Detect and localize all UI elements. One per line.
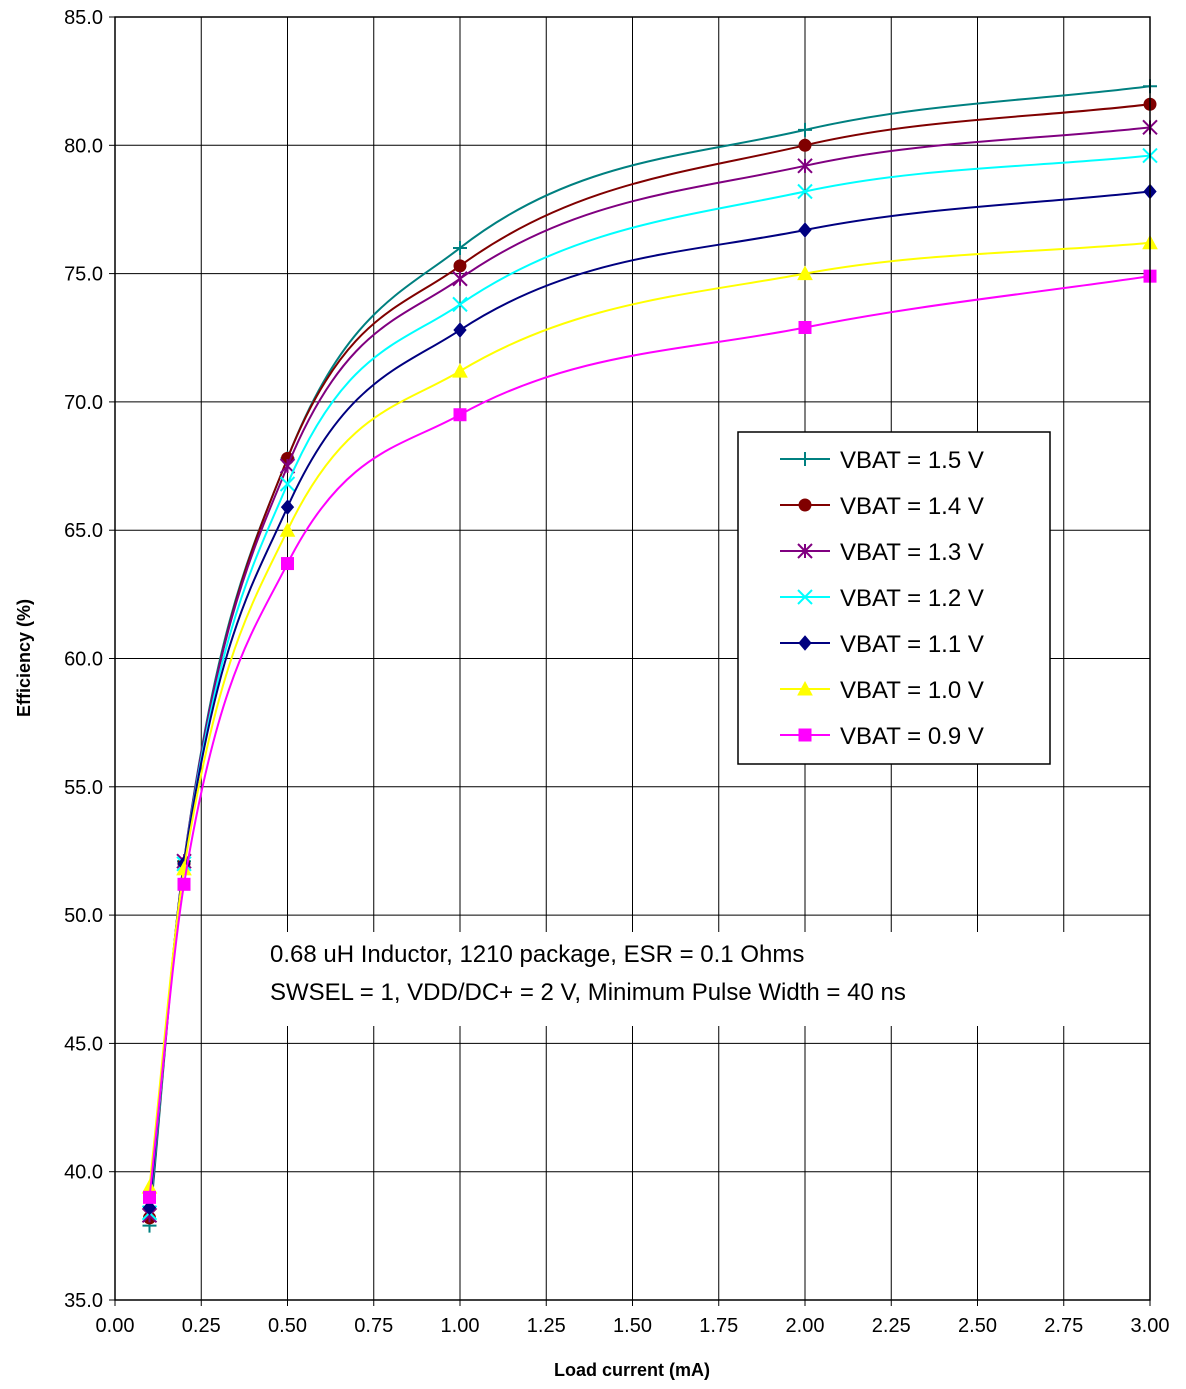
legend-swatch-marker [798,728,812,742]
data-point [797,158,813,174]
legend-item: VBAT = 1.2 V [780,585,984,612]
legend-item: VBAT = 1.5 V [780,447,984,474]
legend-label: VBAT = 1.1 V [840,631,984,658]
legend-swatch-marker [798,452,812,466]
y-tick-label: 75.0 [64,264,103,286]
data-point [797,183,813,200]
x-tick-label: 2.25 [872,1315,911,1337]
legend-swatch-marker [798,498,812,512]
y-tick-label: 55.0 [64,777,103,799]
x-tick-label: 2.50 [958,1315,997,1337]
data-point [279,476,296,492]
x-tick-labels: 0.00 0.25 0.50 0.75 1.00 1.25 1.50 1.75 2.00 2.25… [96,1315,1170,1337]
legend-items: VBAT = 1.5 V VBAT = 1.4 V VBAT = 1.3 V VBAT… [780,447,984,750]
y-tick-label: 65.0 [64,520,103,542]
x-tick-label: 0.75 [354,1315,393,1337]
y-tick-label: 60.0 [64,649,103,671]
series-line [148,241,1151,1188]
data-point [142,1199,157,1216]
data-point [453,259,467,273]
legend-swatch-marker [798,635,812,651]
y-tick-label: 85.0 [64,7,103,29]
x-tick-label: 2.00 [786,1315,825,1337]
data-point [798,122,812,137]
x-tick-label: 0.25 [182,1315,221,1337]
y-tick-label: 80.0 [64,135,103,157]
x-tick-label: 1.50 [613,1315,652,1337]
data-point [177,877,191,891]
legend-label: VBAT = 0.9 V [840,723,984,750]
data-point [453,322,467,338]
x-tick-label: 3.00 [1131,1315,1170,1337]
data-point [797,265,813,281]
data-point [452,363,468,378]
legend-swatch-marker [797,589,813,605]
annotation-box: 0.68 uH Inductor, 1210 package, ESR = 0.… [258,932,1090,1026]
y-tick-labels: 35.0 40.0 45.0 50.0 55.0 60.0 65.0 70.0 75.0 80.0… [64,7,103,1312]
legend-label: VBAT = 1.5 V [840,447,984,474]
data-point [279,522,296,537]
plot-area-border [114,16,1151,1301]
y-tick-label: 45.0 [64,1033,103,1055]
x-tick-label: 1.75 [699,1315,738,1337]
data-point [798,320,812,334]
legend-item: VBAT = 1.3 V [780,539,984,566]
series-vbat-6 [143,269,1157,1204]
data-point [452,296,468,313]
legend-item: VBAT = 0.9 V [780,723,984,750]
legend-label: VBAT = 1.3 V [840,539,984,566]
data-point [453,240,467,255]
legend-label: VBAT = 1.0 V [840,677,984,704]
legend-item: VBAT = 1.1 V [780,631,984,658]
x-tick-label: 0.50 [268,1315,307,1337]
y-tick-label: 40.0 [64,1162,103,1184]
y-tick-label: 35.0 [64,1290,103,1312]
data-point [143,1190,156,1204]
annotation-line-2: SWSEL = 1, VDD/DC+ = 2 V, Minimum Pulse … [270,979,906,1006]
data-point [281,557,294,571]
legend: VBAT = 1.5 V VBAT = 1.4 V VBAT = 1.3 V VBAT… [737,431,1051,765]
y-axis-title: Efficiency (%) [14,599,34,717]
series-line [148,275,1151,1198]
legend-label: VBAT = 1.2 V [840,585,984,612]
data-point [452,271,468,287]
data-point [798,138,812,152]
annotation-background [258,932,1090,1026]
x-tick-label: 0.00 [96,1315,135,1337]
annotation-line-1: 0.68 uH Inductor, 1210 package, ESR = 0.… [270,941,804,968]
y-tick-label: 50.0 [64,905,103,927]
x-tick-label: 2.75 [1044,1315,1083,1337]
data-point [798,222,812,238]
legend-swatch-marker [797,680,813,696]
data-point [279,458,296,474]
data-point [453,408,467,422]
series-layer [141,79,1158,1233]
legend-item: VBAT = 1.0 V [780,677,984,704]
x-tick-label: 1.25 [527,1315,566,1337]
x-axis-title: Load current (mA) [554,1360,710,1380]
x-tick-label: 1.00 [441,1315,480,1337]
legend-label: VBAT = 1.4 V [840,493,984,520]
y-tick-label: 70.0 [64,392,103,414]
data-point [280,499,295,515]
legend-item: VBAT = 1.4 V [780,493,984,520]
legend-swatch-marker [797,543,813,559]
